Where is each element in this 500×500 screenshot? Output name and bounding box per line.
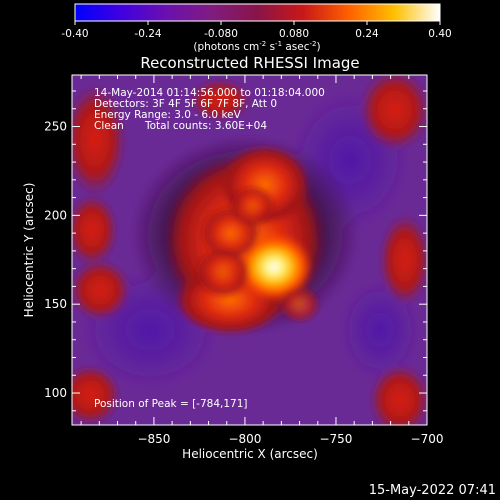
colorbar-tick-label: 0.40 — [428, 28, 451, 40]
x-tick-label: −850 — [137, 432, 170, 446]
colorbar-tick-label: 0.080 — [279, 28, 309, 40]
x-tick-label: −700 — [411, 432, 444, 446]
y-tick-label: 100 — [44, 386, 67, 400]
footer-timestamp: 15-May-2022 07:41 — [369, 483, 496, 498]
x-axis-label: Heliocentric X (arcsec) — [182, 447, 318, 461]
y-tick-label: 150 — [44, 297, 67, 311]
x-tick-label: −750 — [319, 432, 352, 446]
y-tick-label: 250 — [44, 120, 67, 134]
colorbar: -0.40 -0.24 -0.080 0.080 0.24 0.40 (photons c… — [61, 3, 452, 53]
colorbar-ticks: -0.40 -0.24 -0.080 0.080 0.24 0.40 — [61, 21, 452, 40]
x-tick-label: −800 — [228, 432, 261, 446]
source-peak — [195, 247, 251, 297]
x-axis: −850 −800 −750 −700 — [80, 75, 444, 446]
time-range-text: 14-May-2014 01:14:56.000 to 01:18:04.000 — [94, 87, 325, 99]
total-counts-text: Total counts: 3.60E+04 — [144, 120, 267, 132]
colorbar-unit-label: (photons cm-2 s-1 asec-2) — [193, 40, 320, 53]
sources — [195, 186, 320, 323]
energy-range-text: Energy Range: 3.0 - 6.0 keV — [94, 109, 242, 121]
y-tick-label: 200 — [44, 208, 67, 222]
peak-position-text: Position of Peak = [-784,171] — [94, 398, 248, 410]
colorbar-tick-label: -0.40 — [61, 28, 88, 40]
colorbar-scale — [74, 3, 441, 22]
source-peak — [229, 186, 275, 227]
chart-title: Reconstructed RHESSI Image — [140, 54, 359, 72]
colorbar-tick-label: 0.24 — [355, 28, 379, 40]
y-axis-label: Heliocentric Y (arcsec) — [22, 183, 36, 318]
colorbar-tick-label: -0.24 — [134, 28, 161, 40]
image-annotations: 14-May-2014 01:14:56.000 to 01:18:04.000… — [94, 87, 325, 410]
y-axis: 100 150 200 250 — [44, 90, 427, 412]
plot-frame — [71, 74, 428, 426]
source-peak — [279, 286, 320, 323]
method-text: Clean — [94, 120, 124, 132]
detectors-text: Detectors: 3F 4F 5F 6F 7F 8F, Att 0 — [94, 98, 277, 110]
colorbar-tick-label: -0.080 — [204, 28, 238, 40]
source-peak — [236, 232, 313, 302]
